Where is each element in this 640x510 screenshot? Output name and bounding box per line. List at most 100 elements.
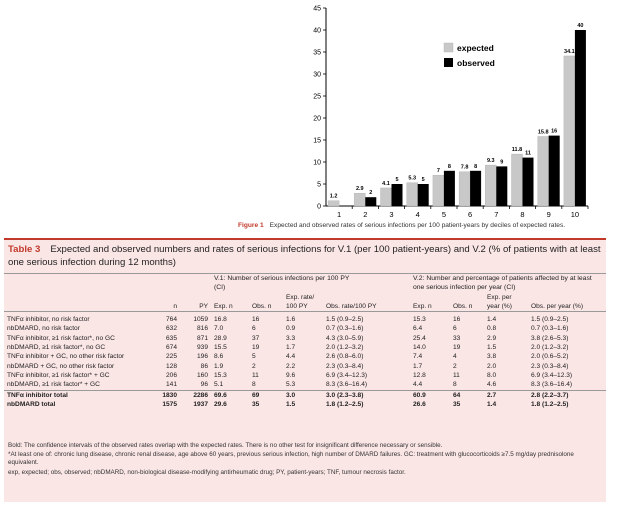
observed-data-label: 9 bbox=[500, 159, 503, 165]
observed-bar bbox=[548, 135, 560, 206]
cell-obs-rate: 4.3 (3.0–5.9) bbox=[326, 334, 364, 342]
data-table: V.1: Number of serious infections per 10… bbox=[4, 274, 606, 409]
cell-obs-year: 3.8 (2.6–5.3) bbox=[531, 334, 569, 342]
observed-data-label: 40 bbox=[577, 23, 583, 29]
footnote-abbreviations: exp, expected; obs, observed; nbDMARD, n… bbox=[8, 468, 406, 476]
cell-n: 206 bbox=[165, 371, 177, 379]
row-label: TNFα inhibitor, ≥1 risk factor*, no GC bbox=[7, 334, 115, 342]
col-header-exp-n2: Exp. n bbox=[410, 292, 450, 313]
cell-obs-rate: 1.8 (1.2–2.5) bbox=[326, 400, 364, 408]
observed-data-label: 2 bbox=[369, 190, 372, 196]
observed-data-label: 5 bbox=[422, 177, 425, 183]
cell-obs-year: 1.8 (1.2–2.5) bbox=[531, 400, 569, 408]
expected-bar bbox=[537, 136, 549, 207]
cell-py: 1059 bbox=[193, 316, 208, 324]
cell-n: 1830 bbox=[154, 389, 180, 400]
row-label: TNFα inhibitor, no risk factor bbox=[7, 316, 90, 324]
cell-n: 632 bbox=[165, 325, 177, 333]
cell-py: 816 bbox=[196, 325, 208, 333]
cell-obs-n: 2 bbox=[252, 362, 256, 370]
cell-py: 1937 bbox=[193, 400, 208, 408]
cell-exp-n2: 6.4 bbox=[413, 325, 423, 333]
y-tick-label: 45 bbox=[313, 6, 321, 13]
observed-data-label: 5 bbox=[395, 177, 398, 183]
cell-n: 225 bbox=[165, 353, 177, 361]
observed-data-label: 11 bbox=[525, 151, 531, 157]
cell-obs-n: 19 bbox=[252, 344, 260, 352]
expected-data-label: 2.9 bbox=[356, 186, 364, 192]
row-label: nbDMARD, ≥1 risk factor* + GC bbox=[7, 381, 100, 389]
x-tick-label: 2 bbox=[363, 210, 367, 219]
cell-exp-n: 15.3 bbox=[214, 371, 227, 379]
cell-obs-rate: 2.6 (0.8–6.0) bbox=[326, 353, 364, 361]
cell-exp-n: 28.9 bbox=[214, 334, 227, 342]
cell-obs-n2: 64 bbox=[450, 389, 484, 400]
x-tick-label: 6 bbox=[468, 210, 472, 219]
cell-obs-n2: 33 bbox=[453, 334, 461, 342]
cell-exp-rate: 9.6 bbox=[286, 371, 296, 379]
cell-exp-year: 1.4 bbox=[487, 316, 497, 324]
bar-series bbox=[327, 30, 586, 207]
cell-obs-year: 8.3 (3.6–16.4) bbox=[531, 381, 573, 389]
cell-exp-rate: 4.4 bbox=[286, 353, 296, 361]
cell-exp-n: 69.6 bbox=[211, 389, 249, 400]
expected-data-label: 7.8 bbox=[461, 165, 469, 171]
table-row: TNFα inhibitor, ≥1 risk factor*, no GC 63… bbox=[4, 334, 606, 343]
expected-data-label: 15.8 bbox=[538, 129, 549, 135]
y-axis: 0 5 10 15 20 25 30 35 40 45 bbox=[313, 6, 327, 211]
cell-obs-n2: 11 bbox=[453, 371, 460, 379]
expected-data-label: 9.3 bbox=[487, 158, 495, 164]
cell-obs-n2: 2 bbox=[453, 362, 457, 370]
cell-exp-year: 8.0 bbox=[487, 371, 497, 379]
cell-obs-rate: 6.9 (3.4–12.3) bbox=[326, 371, 368, 379]
cell-obs-n2: 16 bbox=[453, 316, 461, 324]
cell-exp-n2: 15.3 bbox=[413, 316, 426, 324]
legend-swatch-expected bbox=[443, 42, 454, 53]
footnote-bold: Bold: The confidence intervals of the ob… bbox=[8, 442, 443, 449]
cell-exp-n2: 25.4 bbox=[413, 334, 426, 342]
cell-obs-year: 0.7 (0.3–1.6) bbox=[531, 325, 569, 333]
observed-bar bbox=[365, 197, 377, 206]
expected-data-label: 34.1 bbox=[564, 49, 575, 55]
cell-py: 871 bbox=[196, 334, 208, 342]
cell-exp-rate: 2.2 bbox=[286, 362, 296, 370]
x-tick-label: 9 bbox=[547, 210, 551, 219]
row-label: nbDMARD total bbox=[7, 400, 56, 408]
cell-n: 128 bbox=[165, 362, 177, 370]
table-row: TNFα inhibitor, no risk factor 764 1059 16.… bbox=[4, 312, 606, 325]
cell-n: 764 bbox=[165, 316, 177, 324]
table-row: nbDMARD, ≥1 risk factor*, no GC 674 939 15.… bbox=[4, 343, 606, 352]
cell-py: 939 bbox=[196, 344, 208, 352]
observed-bar bbox=[496, 166, 508, 206]
expected-data-label: 1.2 bbox=[330, 194, 338, 200]
x-tick-label: 4 bbox=[416, 210, 420, 219]
cell-obs-n: 69 bbox=[249, 389, 283, 400]
table-row: nbDMARD, ≥1 risk factor* + GC 141 96 5.1 8 5.… bbox=[4, 380, 606, 390]
cell-obs-rate: 1.5 (0.9–2.5) bbox=[326, 316, 364, 324]
col-header-obs-n2: Obs. n bbox=[450, 292, 484, 313]
cell-obs-n2: 35 bbox=[453, 400, 461, 408]
cell-obs-n2: 4 bbox=[453, 353, 457, 361]
x-tick-label: 3 bbox=[389, 210, 393, 219]
cell-obs-n2: 8 bbox=[453, 381, 457, 389]
col-header-exp-rate: Exp. rate/ 100 PY bbox=[283, 292, 323, 313]
cell-exp-n: 16.8 bbox=[214, 316, 227, 324]
cell-py: 96 bbox=[200, 381, 208, 389]
row-label: TNFα inhibitor + GC, no other risk facto… bbox=[7, 353, 125, 361]
cell-obs-n: 35 bbox=[252, 400, 260, 408]
x-tick-label: 7 bbox=[494, 210, 498, 219]
y-tick-label: 5 bbox=[317, 182, 321, 189]
cell-n: 635 bbox=[165, 334, 177, 342]
table-label: Table 3 bbox=[8, 244, 41, 255]
cell-exp-rate: 5.3 bbox=[286, 381, 296, 389]
y-tick-label: 10 bbox=[313, 160, 321, 167]
cell-exp-year: 2.0 bbox=[487, 362, 497, 370]
cell-py: 160 bbox=[196, 371, 208, 379]
data-labels: 1.2 2.9 2 4.1 5 5.3 5 7 8 7.8 8 9.3 9 11.811 15.8 16 34.… bbox=[330, 23, 584, 200]
row-label: TNFα inhibitor, ≥1 risk factor* + GC bbox=[7, 371, 110, 379]
table-top-rule bbox=[4, 273, 606, 274]
row-label: nbDMARD, no risk factor bbox=[7, 325, 80, 333]
legend-label-expected: expected bbox=[457, 43, 494, 53]
observed-data-label: 16 bbox=[551, 129, 557, 135]
cell-n: 1575 bbox=[162, 400, 177, 408]
